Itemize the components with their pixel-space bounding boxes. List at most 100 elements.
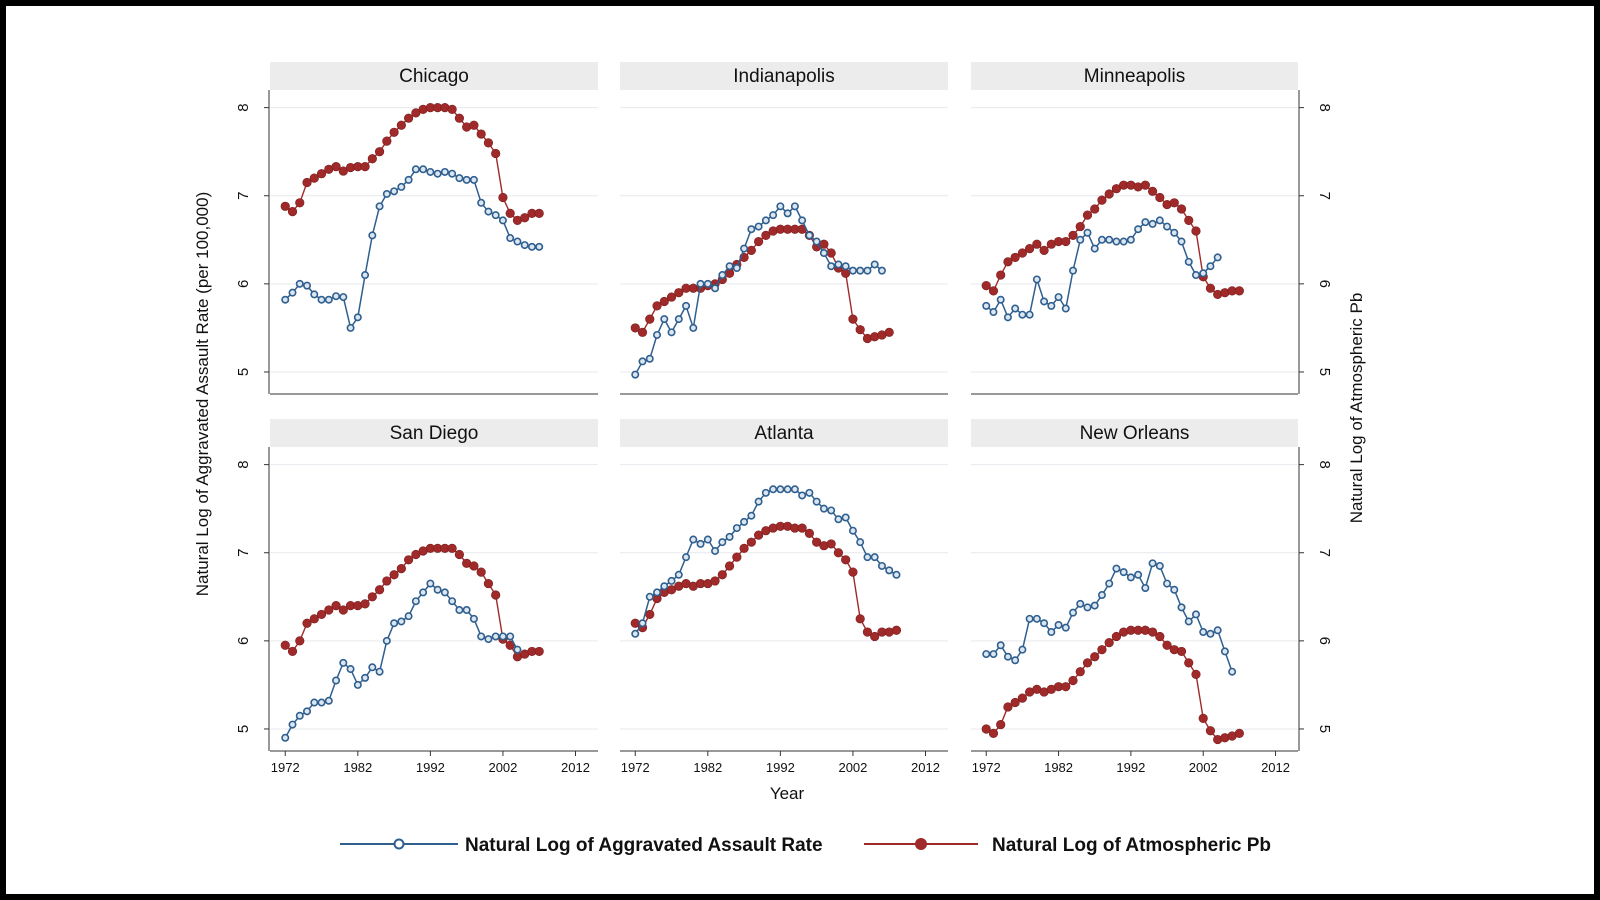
axis-titles: Natural Log of Aggravated Assault Rate (… [193, 192, 1366, 803]
assault-point [689, 535, 698, 544]
assault-point [462, 175, 471, 184]
assault-point [1032, 614, 1041, 623]
assault-point [645, 592, 654, 601]
assault-point [674, 315, 683, 324]
y-tick-label: 8 [235, 103, 252, 111]
lead-point [360, 599, 370, 609]
lead-point [739, 543, 749, 553]
assault-point [725, 262, 734, 271]
assault-point [711, 284, 720, 293]
lead-point [396, 563, 406, 574]
lead-point [295, 198, 305, 208]
assault-point [653, 588, 662, 597]
assault-point [783, 485, 792, 494]
assault-point [332, 676, 341, 685]
figure-frame: Chicago 5 6 7 8 Indianapolis Minneapolis 5 6 7 8 Sa… [6, 6, 1594, 894]
y-tick-label: 8 [1316, 460, 1333, 468]
assault-point [769, 485, 778, 494]
assault-point [397, 182, 406, 191]
assault-point [761, 216, 770, 225]
x-tick-label: 1992 [416, 760, 445, 775]
lead-point [797, 523, 807, 533]
lead-point [1234, 728, 1244, 738]
lead-series-line [284, 106, 540, 222]
lead-point [1184, 215, 1194, 226]
lead-point [841, 555, 851, 565]
assault-point [361, 271, 370, 280]
assault-point [1213, 253, 1222, 262]
assault-point [397, 617, 406, 626]
y-tick-label: 6 [235, 280, 252, 288]
lead-point [746, 245, 756, 255]
assault-point [1199, 628, 1208, 637]
assault-point [281, 295, 290, 304]
assault-point [339, 293, 348, 302]
assault-point [433, 585, 442, 594]
lead-point [316, 169, 327, 179]
assault-point [462, 606, 471, 615]
x-tick-label: 2002 [838, 760, 867, 775]
lead-point [659, 296, 669, 307]
assault-point [1228, 667, 1237, 676]
lead-point [382, 576, 392, 586]
lead-point [483, 138, 494, 148]
lead-point [404, 555, 414, 565]
assault-point [1040, 297, 1049, 306]
assault-point [324, 295, 333, 304]
lead-point [1010, 697, 1020, 708]
assault-point [1163, 579, 1172, 588]
lead-point [1198, 713, 1208, 723]
assault-point [339, 658, 348, 667]
y-tick-label: 6 [235, 637, 252, 645]
lead-point [476, 567, 486, 577]
assault-point [448, 169, 457, 178]
lead-point [1205, 283, 1216, 293]
lead-point [1205, 726, 1216, 736]
lead-point [761, 230, 771, 240]
lead-point [1097, 645, 1107, 655]
lead-point [287, 646, 298, 657]
assault-point [1141, 583, 1150, 592]
assault-point [892, 570, 901, 579]
assault-point [288, 288, 297, 297]
assault-point [295, 279, 304, 288]
assault-point [1199, 269, 1208, 278]
lead-point [360, 162, 370, 172]
lead-point [302, 177, 312, 188]
assault-point [513, 645, 522, 654]
lead-point [309, 173, 319, 183]
lead-point [367, 592, 377, 602]
assault-point [996, 295, 1005, 304]
lead-point [826, 248, 836, 258]
y-tick-label: 8 [1316, 103, 1333, 111]
lead-point [988, 728, 999, 738]
legend: Natural Log of Aggravated Assault Rate N… [340, 835, 1271, 856]
assault-point [645, 354, 654, 363]
assault-point [834, 260, 843, 269]
assault-point [419, 165, 428, 174]
x-tick-label: 2012 [911, 760, 940, 775]
assault-point [848, 266, 857, 275]
assault-point [696, 279, 705, 288]
lead-point [804, 528, 814, 538]
x-tick-label: 1982 [1044, 760, 1073, 775]
panel-title: New Orleans [1080, 423, 1190, 444]
lead-point [1061, 236, 1071, 247]
assault-point [332, 292, 341, 301]
assault-point [506, 632, 515, 641]
assault-point [317, 698, 326, 707]
assault-point [404, 612, 413, 621]
lead-point [1082, 210, 1093, 220]
lead-point [1075, 221, 1085, 232]
y-tick-label: 7 [1316, 549, 1333, 557]
assault-point [1148, 559, 1157, 568]
assault-point [1155, 561, 1164, 570]
lead-point [1003, 702, 1013, 712]
lead-point [404, 113, 414, 123]
panel-title: Atlanta [754, 423, 814, 444]
lead-point [331, 162, 341, 172]
assault-point [353, 680, 362, 689]
lead-point [981, 724, 991, 734]
lead-point [996, 270, 1006, 280]
